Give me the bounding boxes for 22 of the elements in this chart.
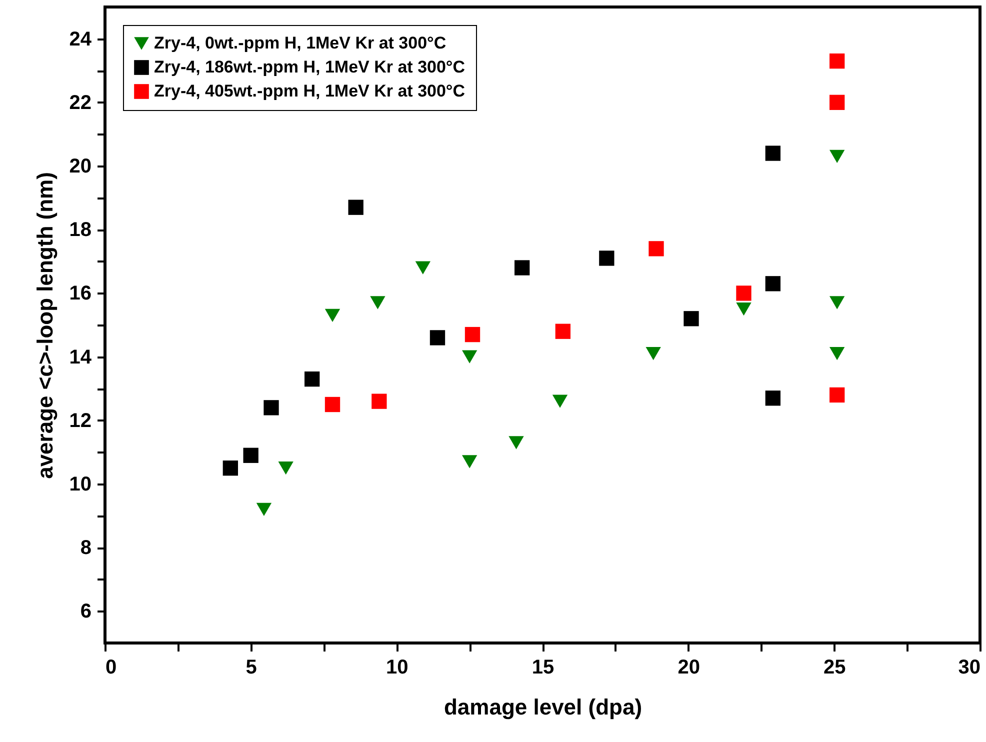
y-tick-label: 18 [69, 219, 92, 242]
x-tick-label: 10 [386, 656, 408, 678]
x-axis-title: damage level (dpa) [444, 694, 642, 720]
x-tick-label: 15 [532, 656, 554, 678]
x-tick-label: 20 [678, 656, 700, 678]
y-tick-label: 20 [69, 156, 92, 178]
y-tick-label: 16 [69, 282, 92, 305]
y-tick-label: 6 [80, 600, 92, 623]
y-tick-label: 14 [69, 346, 92, 368]
y-tick-label: 22 [69, 92, 92, 114]
y-tick-label: 10 [69, 474, 92, 496]
legend-label: Zry-4, 405wt.-ppm H, 1MeV Kr at 300°C [154, 82, 466, 100]
y-tick-label: 12 [69, 410, 92, 432]
legend-label: Zry-4, 0wt.-ppm H, 1MeV Kr at 300°C [154, 34, 446, 52]
x-tick-label: 0 [106, 656, 117, 678]
x-tick-label: 5 [246, 656, 257, 678]
y-tick-label: 24 [69, 28, 92, 50]
y-tick-label: 8 [80, 537, 92, 560]
x-tick-label: 30 [958, 656, 980, 678]
y-axis-title: average <c>-loop length (nm) [32, 172, 58, 479]
legend-label: Zry-4, 186wt.-ppm H, 1MeV Kr at 300°C [154, 58, 466, 76]
x-tick-label: 25 [824, 656, 846, 678]
